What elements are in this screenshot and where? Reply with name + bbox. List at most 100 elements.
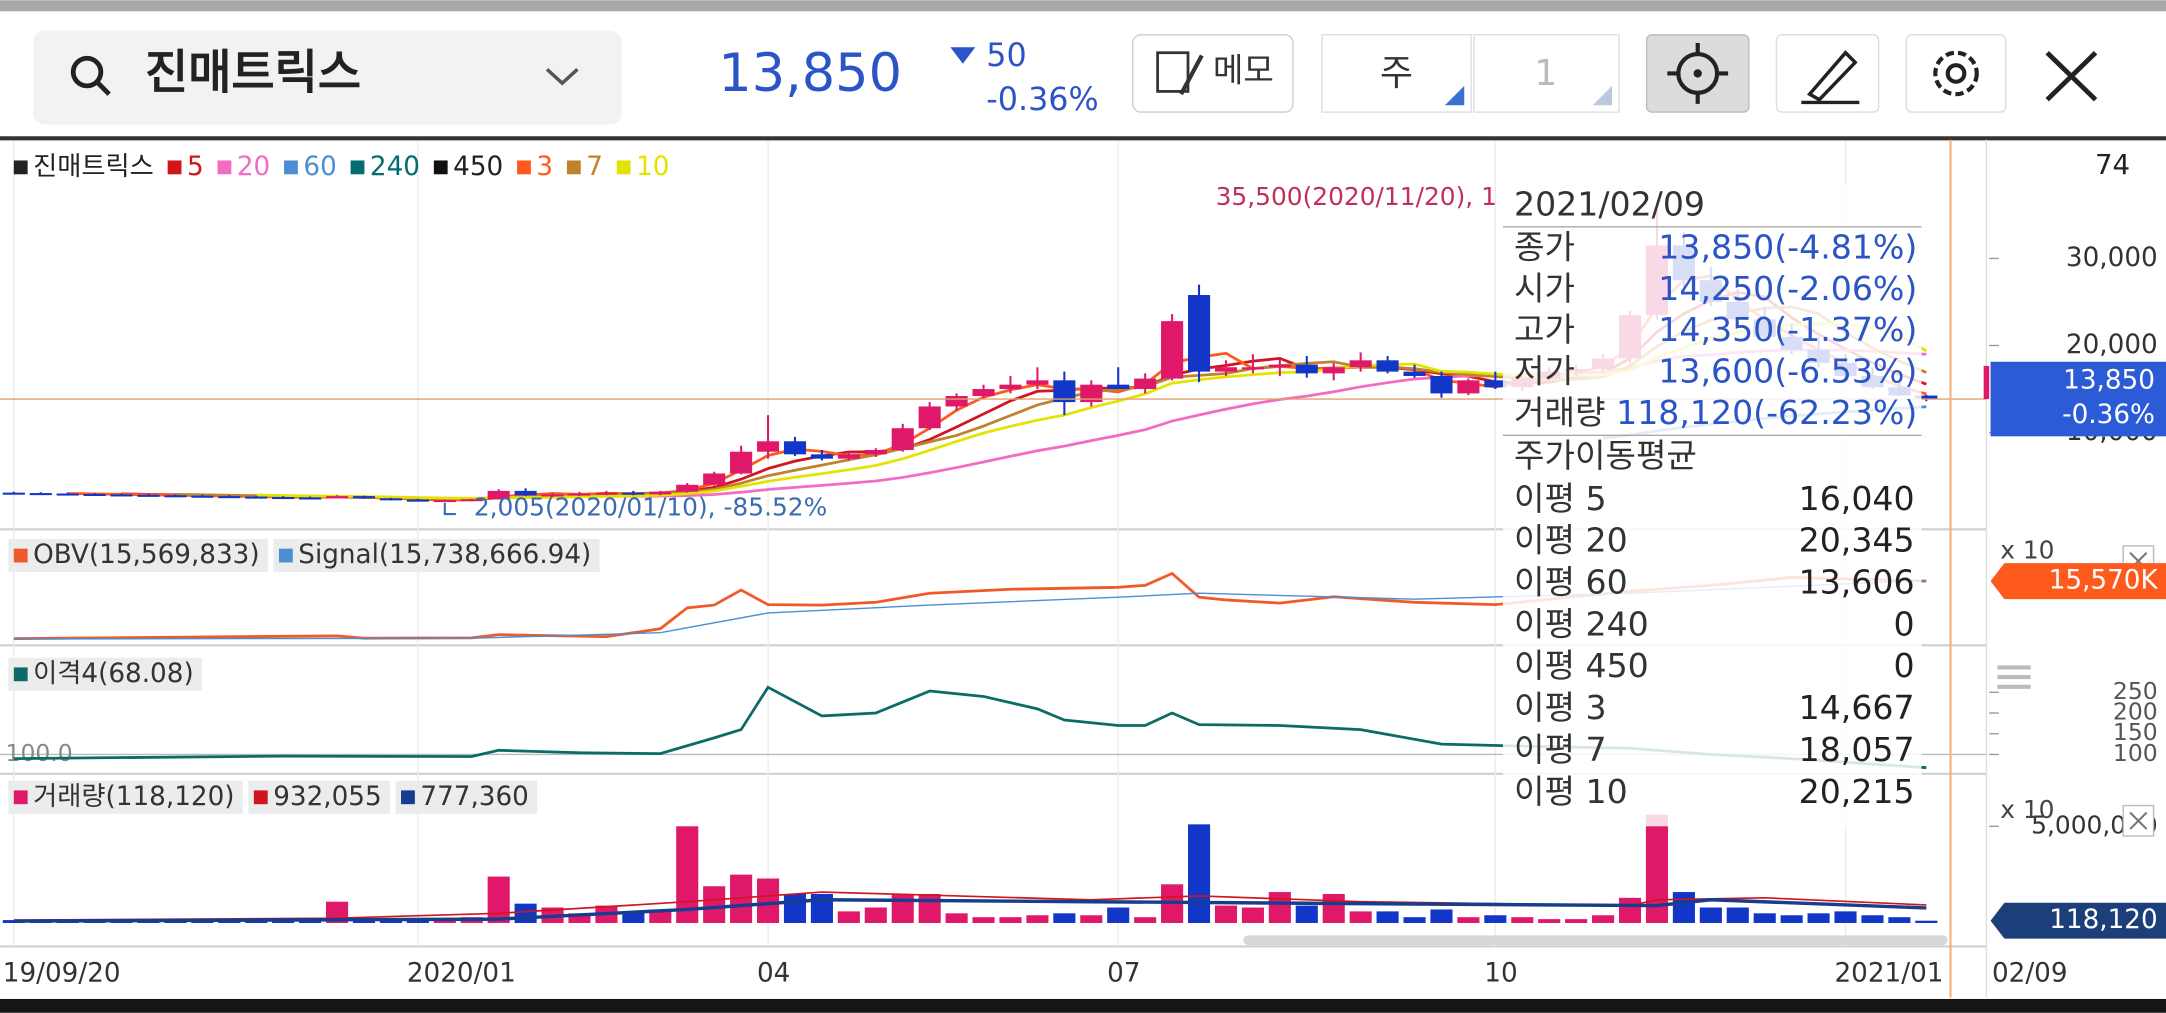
legend-label: 거래량(118,120) (33, 782, 234, 812)
value-tag-label: 15,570K (2049, 566, 2159, 596)
candle-body (1053, 380, 1076, 403)
candle-body (110, 494, 133, 497)
candle-body (1295, 364, 1318, 374)
volume-bar (1861, 915, 1884, 923)
candle-body (1484, 380, 1507, 388)
candle-body (622, 492, 645, 495)
volume-bar (756, 878, 780, 923)
top-bar (0, 0, 2166, 12)
volume-bar (1699, 907, 1722, 923)
y-tick-label: 150 (2113, 718, 2158, 746)
tooltip-ma-value: 18,057 (1799, 730, 1915, 769)
candle-body (1430, 375, 1453, 394)
volume-bar (1672, 892, 1695, 923)
tooltip-row-value: 13,600(-6.53%) (1658, 352, 1917, 391)
candle-body (972, 389, 995, 396)
tooltip-ma-label: 이평 60 (1514, 562, 1628, 601)
down-arrow (950, 47, 976, 64)
value-tag-label: 118,120 (2049, 905, 2158, 935)
y-tick-label: 100 (2113, 739, 2158, 767)
volume-bar (1295, 905, 1318, 923)
legend-background (8, 657, 202, 691)
legend-label: 5 (187, 152, 204, 182)
legend-label: 3 (536, 152, 553, 182)
legend-label: 240 (370, 152, 420, 182)
indicator-line (13, 685, 1927, 770)
search-box[interactable] (33, 30, 622, 125)
volume-bar (622, 911, 645, 923)
volume-bar (1349, 911, 1372, 923)
volume-bar (1322, 893, 1345, 923)
tooltip-ma-value: 0 (1893, 646, 1914, 685)
volume-bar (864, 907, 887, 923)
volume-bar (999, 917, 1022, 923)
volume-bar (972, 917, 995, 923)
x-tick-label: 07 (1107, 959, 1140, 989)
close-button[interactable] (2045, 50, 2098, 102)
candle-body (1187, 295, 1211, 372)
candle-body (1268, 364, 1291, 368)
period-button[interactable] (1321, 34, 1472, 113)
legend-swatch (217, 160, 232, 175)
tooltip-ma-value: 20,345 (1799, 521, 1915, 560)
candle-body (1026, 380, 1049, 385)
candle-body (945, 395, 968, 407)
volume-bar (487, 876, 510, 923)
candle-body (272, 496, 295, 500)
price-change-pct: -0.36% (986, 82, 1098, 118)
legend-label: 이격4(68.08) (33, 659, 194, 689)
legend-background (273, 538, 600, 573)
legend-label: 60 (303, 152, 336, 182)
candle-body (810, 454, 833, 459)
legend-swatch (284, 160, 298, 175)
period-count-button[interactable] (1473, 34, 1620, 113)
y-tick-label: 200 (2113, 698, 2158, 726)
tooltip-row-value: 13,850(-4.81%) (1658, 227, 1917, 266)
volume-bar (783, 893, 807, 923)
legend-label: OBV(15,569,833) (33, 540, 259, 570)
candle-body (56, 493, 79, 496)
scale-label: x 10 (2000, 535, 2054, 564)
volume-average-line (13, 891, 1927, 921)
memo-label: 메모 (1213, 51, 1274, 90)
period-count-corner (1592, 85, 1613, 106)
value-tag (1990, 563, 2166, 600)
candle-body (568, 493, 591, 496)
legend-swatch (13, 160, 28, 175)
volume-bar (406, 920, 429, 923)
candle-body (756, 441, 780, 452)
candle-body (783, 441, 807, 455)
volume-bar (1457, 917, 1480, 923)
volume-bar (1592, 915, 1615, 923)
candle-body (379, 498, 402, 501)
candle-body (164, 495, 187, 498)
dropdown-icon[interactable] (545, 68, 579, 86)
crosshair-icon (1667, 43, 1729, 104)
bottom-bar (0, 998, 2166, 1013)
tooltip-row-label: 시가 (1514, 269, 1575, 308)
volume-bar (1511, 917, 1534, 923)
crosshair-icon (1693, 69, 1702, 78)
tooltip-date: 2021/02/09 (1514, 185, 1705, 224)
tooltip-ma-value: 20,215 (1799, 772, 1915, 811)
tooltip-row-value: 14,250(-2.06%) (1658, 269, 1917, 308)
volume-bar (1538, 919, 1561, 923)
legend-label: 450 (453, 152, 503, 182)
scrollbar[interactable] (1243, 935, 1948, 946)
volume-bar (703, 886, 726, 923)
settings-button[interactable] (1905, 34, 2007, 113)
volume-bar (1753, 913, 1776, 923)
volume-bar (1834, 911, 1857, 923)
candle-body (918, 406, 941, 429)
legend-swatch (517, 160, 531, 175)
legend-swatch (167, 160, 182, 175)
volume-bar (245, 921, 268, 923)
candle-body (1915, 395, 1938, 400)
memo-icon (1156, 51, 1190, 93)
x-tick-label: 10 (1484, 959, 1517, 989)
candle-body (1241, 367, 1264, 370)
y-tick-label: 20,000 (2066, 330, 2158, 360)
candle-body (1322, 367, 1345, 374)
